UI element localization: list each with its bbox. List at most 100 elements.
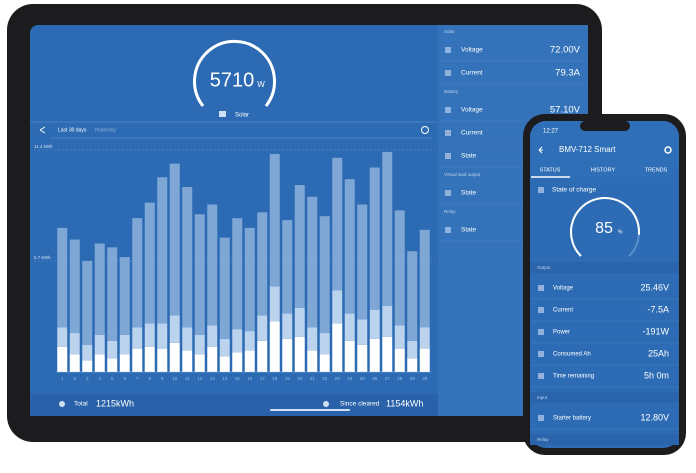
bar-segment bbox=[369, 167, 380, 310]
share-icon[interactable] bbox=[39, 126, 46, 134]
bar-segment bbox=[382, 151, 393, 306]
period-selected[interactable]: Last 30 days bbox=[58, 127, 87, 133]
x-tick-label: 13 bbox=[210, 376, 216, 381]
solar-icon bbox=[219, 111, 226, 117]
bar-segment bbox=[357, 204, 368, 320]
settings-icon[interactable] bbox=[664, 146, 672, 154]
row-label: Current bbox=[553, 308, 573, 314]
x-tick-label: 2 bbox=[73, 376, 76, 381]
tab[interactable]: HISTORY bbox=[591, 167, 616, 173]
bar-segment bbox=[382, 305, 393, 337]
section-title: Solar bbox=[444, 29, 455, 34]
bar-segment bbox=[282, 338, 293, 372]
row-value: 25Ah bbox=[648, 348, 669, 358]
row-icon bbox=[445, 227, 451, 233]
y-tick-label: 11.4 kWh bbox=[34, 144, 53, 149]
tab[interactable]: TRENDS bbox=[645, 167, 668, 173]
x-tick-label: 11 bbox=[185, 376, 190, 381]
bar-segment bbox=[394, 348, 405, 372]
bar-segment bbox=[244, 350, 255, 372]
bar-segment bbox=[132, 218, 143, 328]
phone-title: BMV-712 Smart bbox=[559, 145, 616, 154]
bar-segment bbox=[269, 321, 280, 372]
bar-segment bbox=[157, 348, 168, 372]
bar-segment bbox=[257, 340, 268, 372]
bar-segment bbox=[282, 313, 293, 339]
phone-header bbox=[530, 121, 679, 177]
row-value: 57.10V bbox=[550, 105, 581, 116]
bar-segment bbox=[232, 218, 243, 330]
status-time: 12:27 bbox=[543, 129, 559, 135]
bar-segment bbox=[257, 212, 268, 316]
bar-segment bbox=[169, 342, 180, 372]
row-label: Current bbox=[461, 70, 483, 77]
x-tick-label: 24 bbox=[347, 376, 353, 381]
bar-segment bbox=[219, 356, 230, 372]
row-icon bbox=[445, 190, 451, 196]
totals: Total 1215kWh Since cleared 1154kWh bbox=[59, 398, 423, 408]
row-label: Consumed Ah bbox=[553, 352, 591, 358]
bar-segment bbox=[194, 214, 205, 335]
bar-segment bbox=[119, 335, 130, 355]
row-label: Power bbox=[553, 330, 570, 336]
bar-segment bbox=[419, 327, 430, 349]
bar-segment bbox=[344, 179, 355, 314]
x-tick-label: 28 bbox=[397, 376, 403, 381]
soc-value: 85 bbox=[595, 220, 613, 237]
row-value: -191W bbox=[642, 326, 669, 336]
row-label: Voltage bbox=[553, 286, 574, 292]
bar-segment bbox=[182, 350, 193, 372]
bar-segment bbox=[407, 251, 418, 341]
bar-segment bbox=[294, 307, 305, 337]
bar-segment bbox=[419, 229, 430, 328]
soc-arc bbox=[570, 197, 640, 257]
bar-segment bbox=[282, 220, 293, 314]
x-tick-label: 9 bbox=[161, 376, 164, 381]
period-option[interactable]: Yesterday bbox=[94, 127, 117, 133]
bar-segment bbox=[244, 331, 255, 351]
row-value: 5h 0m bbox=[644, 370, 669, 380]
bar-segment bbox=[94, 335, 105, 355]
x-tick-label: 21 bbox=[310, 376, 316, 381]
total-value: 1215kWh bbox=[96, 398, 134, 408]
section-title: Relay bbox=[444, 209, 456, 214]
bar-segment bbox=[57, 346, 68, 372]
bar-segment bbox=[307, 196, 318, 328]
section-title: Relay bbox=[537, 437, 549, 442]
x-tick-label: 4 bbox=[98, 376, 101, 381]
row-value: 79.3A bbox=[555, 68, 580, 79]
bar-segment bbox=[94, 354, 105, 372]
bar-segment bbox=[219, 338, 230, 357]
x-tick-label: 25 bbox=[360, 376, 366, 381]
row-icon bbox=[445, 107, 451, 113]
bar-segment bbox=[82, 360, 93, 372]
total-icon bbox=[59, 401, 65, 407]
bar-segment bbox=[369, 338, 380, 372]
x-tick-label: 17 bbox=[260, 376, 266, 381]
back-icon[interactable] bbox=[538, 146, 543, 154]
row-label: Voltage bbox=[461, 47, 483, 54]
total-icon bbox=[323, 401, 329, 407]
row-icon bbox=[445, 70, 451, 76]
bar-segment bbox=[344, 340, 355, 372]
row-value: -7.5A bbox=[647, 304, 669, 314]
phone-notch bbox=[580, 121, 630, 131]
bar-segment bbox=[332, 290, 343, 324]
x-tick-label: 15 bbox=[235, 376, 241, 381]
x-tick-label: 29 bbox=[410, 376, 416, 381]
bar-segment bbox=[394, 210, 405, 326]
bar-segment bbox=[319, 354, 330, 372]
bar-segment bbox=[232, 352, 243, 372]
bar-segment bbox=[132, 348, 143, 372]
history-icon[interactable] bbox=[421, 126, 429, 134]
section-title: Input bbox=[537, 395, 548, 400]
x-tick-label: 7 bbox=[136, 376, 139, 381]
row-label: Starter battery bbox=[553, 416, 591, 422]
row-icon bbox=[538, 351, 544, 357]
bar-segment bbox=[394, 325, 405, 349]
tab[interactable]: STATUS bbox=[540, 167, 561, 173]
bar-segment bbox=[107, 340, 118, 359]
total-value: 1154kWh bbox=[386, 398, 423, 408]
bar-segment bbox=[57, 227, 68, 328]
row-label: Time remaining bbox=[553, 374, 594, 380]
